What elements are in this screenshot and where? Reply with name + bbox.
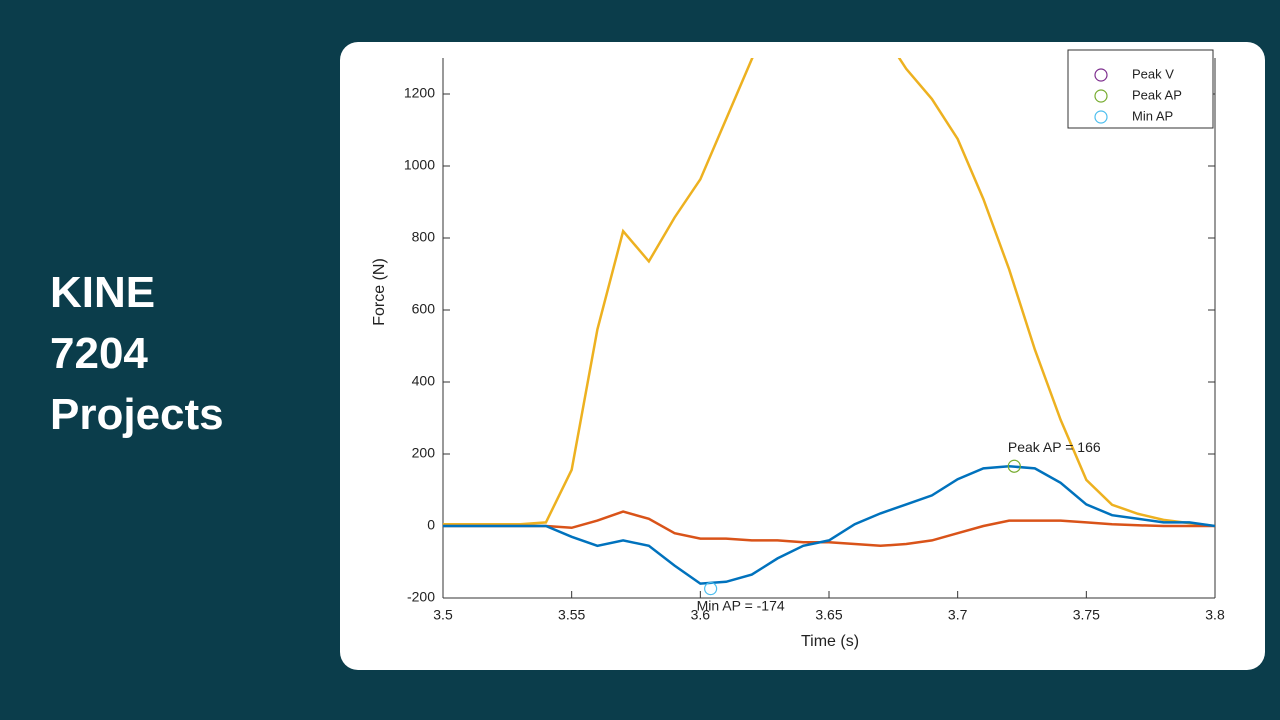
legend-label: Min AP — [1132, 108, 1173, 123]
y-tick-label: 400 — [412, 373, 436, 389]
x-tick-label: 3.7 — [948, 607, 968, 623]
x-tick-label: 3.8 — [1205, 607, 1225, 623]
legend-label: Peak V — [1132, 66, 1174, 81]
slide-title: KINE 7204 Projects — [50, 268, 224, 439]
y-tick-label: 1000 — [404, 157, 435, 173]
y-tick-label: 200 — [412, 445, 436, 461]
x-tick-label: 3.5 — [433, 607, 453, 623]
y-tick-label: 0 — [427, 517, 435, 533]
marker — [704, 582, 718, 596]
x-tick-label: 3.65 — [815, 607, 842, 623]
y-tick-label: 800 — [412, 229, 436, 245]
x-axis-label: Time (s) — [801, 633, 859, 650]
legend-box — [1067, 49, 1214, 129]
legend-marker — [1094, 68, 1108, 82]
legend-marker — [1094, 110, 1108, 124]
annotation: Min AP = -174 — [697, 597, 785, 613]
y-tick-label: 600 — [412, 301, 436, 317]
marker — [1007, 459, 1021, 473]
annotation: Peak AP = 166 — [1008, 439, 1101, 455]
chart-card — [340, 42, 1265, 670]
y-tick-label: -200 — [407, 589, 435, 605]
data-line — [443, 58, 1215, 528]
data-line — [443, 464, 1215, 585]
plot-area — [443, 58, 1215, 585]
legend-marker — [1094, 89, 1108, 103]
x-tick-label: 3.75 — [1073, 607, 1100, 623]
legend-label: Peak AP — [1132, 87, 1182, 102]
x-tick-label: 3.6 — [691, 607, 711, 623]
data-line — [443, 510, 1215, 548]
y-tick-label: 1200 — [404, 85, 435, 101]
x-tick-label: 3.55 — [558, 607, 585, 623]
y-axis-label: Force (N) — [371, 258, 388, 326]
